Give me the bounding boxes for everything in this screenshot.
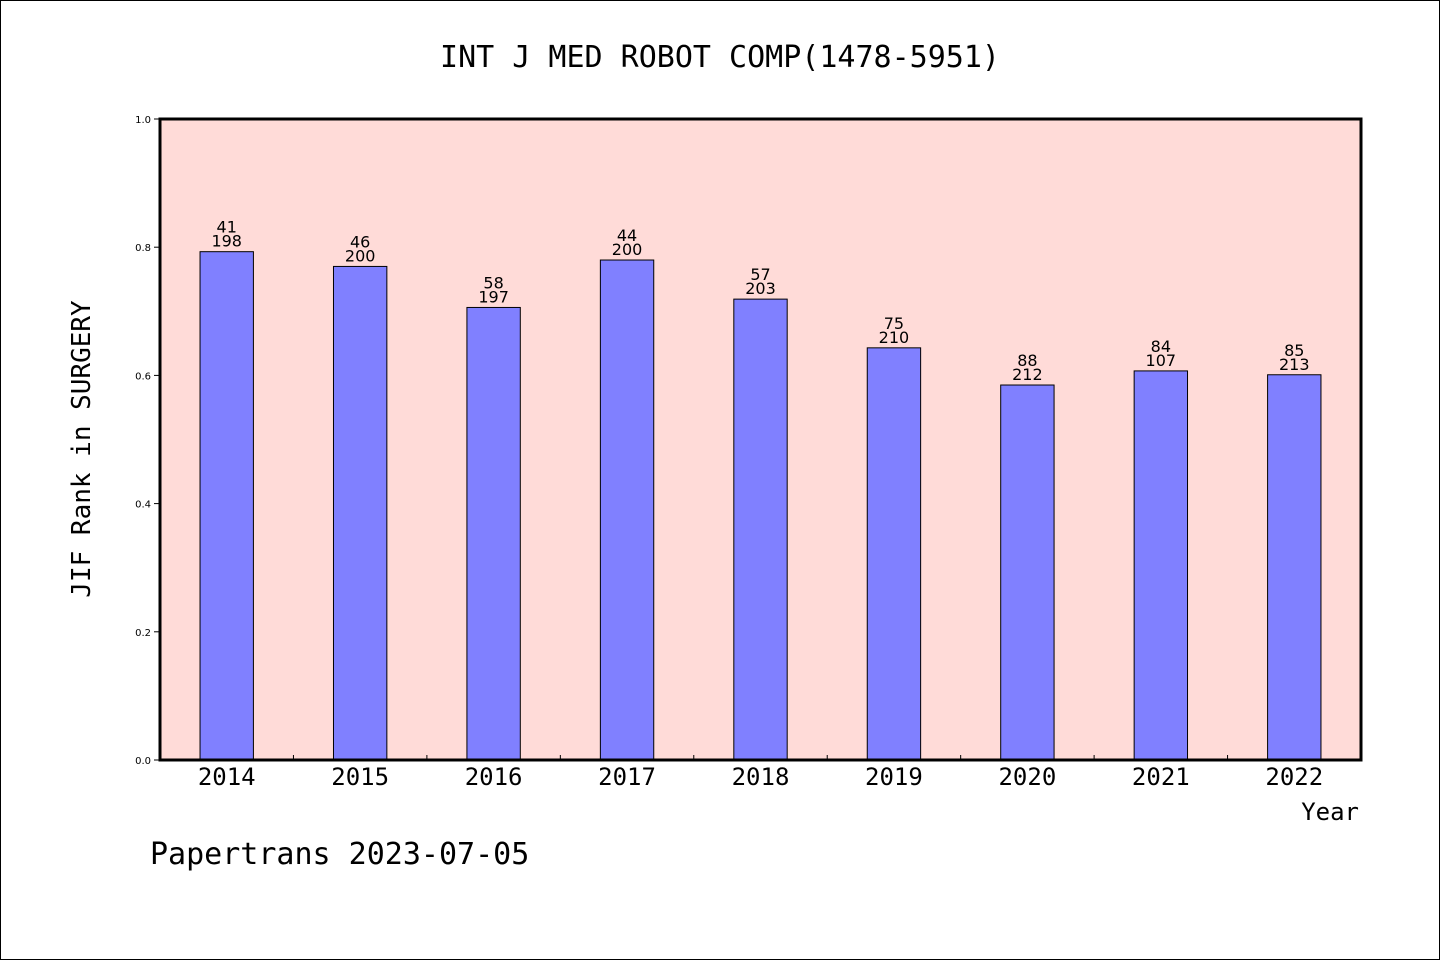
data-label-rank-2019: 75 <box>884 314 904 333</box>
bar-2017 <box>599 259 655 761</box>
y-axis-label: JIF Rank in SURGERY <box>67 300 97 598</box>
data-label-rank-2015: 46 <box>350 232 370 251</box>
x-tick-label-2018: 2018 <box>732 763 790 791</box>
x-tick-label-2016: 2016 <box>465 763 523 791</box>
data-label-total-2019: 210 <box>879 328 910 347</box>
bar-2021 <box>1133 370 1189 761</box>
x-tick-label-2017: 2017 <box>598 763 656 791</box>
data-label-rank-2022: 85 <box>1284 341 1304 360</box>
data-label-total-2016: 197 <box>478 287 509 306</box>
chart-title: INT J MED ROBOT COMP(1478-5951) <box>440 40 1000 75</box>
data-label-rank-2017: 44 <box>617 226 637 245</box>
data-label-rank-2021: 84 <box>1151 337 1171 356</box>
y-tick-label: 0.6 <box>135 371 151 382</box>
data-label-total-2015: 200 <box>345 246 376 265</box>
x-tick-label-2020: 2020 <box>998 763 1056 791</box>
y-tick-label: 0.2 <box>135 628 151 639</box>
bar-2014 <box>199 251 254 761</box>
y-tick-label: 0.8 <box>135 243 151 254</box>
bar-2022 <box>1267 374 1322 761</box>
bar-2015 <box>332 265 388 761</box>
x-tick-label-2022: 2022 <box>1265 763 1323 791</box>
y-tick-label: 0.0 <box>135 756 151 767</box>
data-label-rank-2016: 58 <box>483 273 503 292</box>
data-label-total-2021: 107 <box>1146 351 1177 370</box>
data-label-total-2022: 213 <box>1279 355 1310 374</box>
footer-text: Papertrans 2023-07-05 <box>150 837 529 872</box>
plot-border <box>158 117 1363 762</box>
data-label-rank-2018: 57 <box>750 265 770 284</box>
x-axis-label: Year <box>1301 798 1359 826</box>
x-tick-label-2021: 2021 <box>1132 763 1190 791</box>
y-tick-label: 1.0 <box>135 115 151 126</box>
x-tick-label-2015: 2015 <box>331 763 389 791</box>
bar-2016 <box>466 306 521 761</box>
x-tick-label-2019: 2019 <box>865 763 923 791</box>
x-tick-label-2014: 2014 <box>198 763 256 791</box>
data-label-rank-2020: 88 <box>1017 351 1037 370</box>
data-label-total-2014: 198 <box>211 232 242 251</box>
y-tick-label: 0.4 <box>135 500 151 511</box>
data-label-total-2017: 200 <box>612 240 643 259</box>
data-label-rank-2014: 41 <box>217 218 237 237</box>
bar-2018 <box>733 298 788 761</box>
data-label-total-2018: 203 <box>745 279 776 298</box>
data-label-total-2020: 212 <box>1012 365 1043 384</box>
bar-2020 <box>1000 384 1055 761</box>
bar-2019 <box>866 347 922 761</box>
